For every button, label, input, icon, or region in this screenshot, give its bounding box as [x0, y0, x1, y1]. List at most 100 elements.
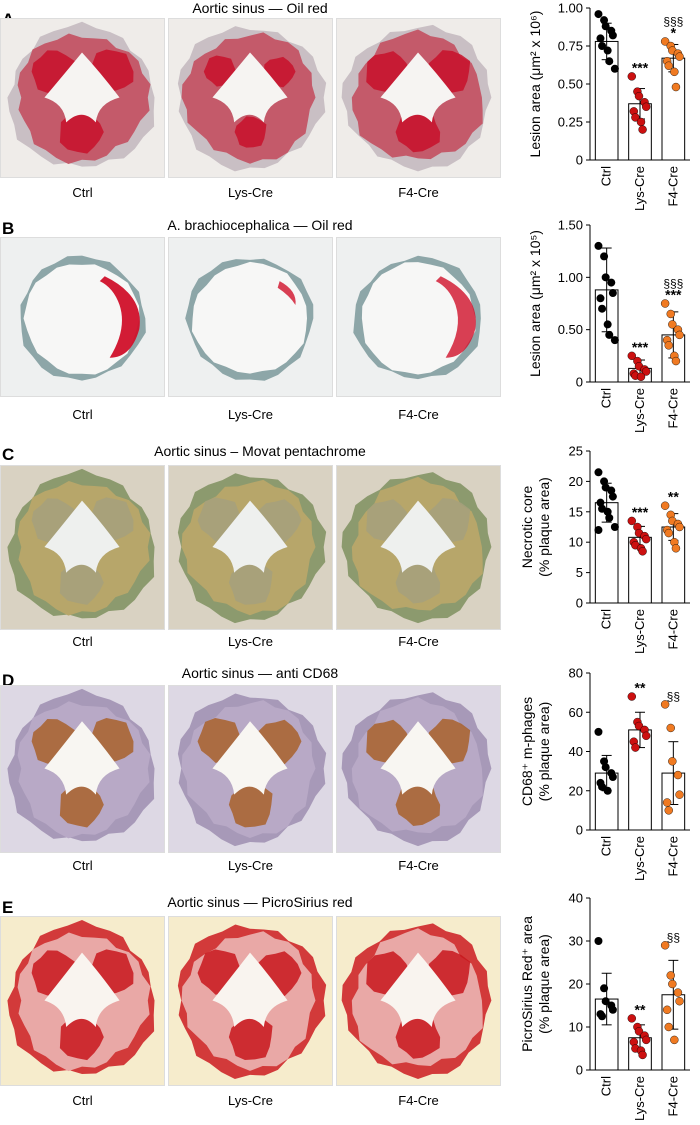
x-tick-label: Ctrl [599, 836, 614, 856]
data-point [600, 477, 609, 486]
data-point [671, 544, 681, 553]
data-point [664, 341, 673, 350]
data-point [605, 330, 614, 339]
data-point [631, 113, 640, 122]
data-point [670, 67, 679, 77]
y-tick-label: 20 [569, 977, 583, 992]
data-point [638, 125, 647, 134]
data-point [627, 516, 637, 526]
x-tick-label: F4-Cre [665, 609, 680, 649]
x-tick-label: F4-Cre [665, 836, 680, 876]
histology-image-lys-cre [168, 237, 333, 397]
histology-image-ctrl [0, 465, 165, 630]
data-point [638, 547, 647, 556]
panel-b: B A. brachiocephalica — Oil red Ctrl Lys… [0, 217, 700, 437]
data-point [598, 42, 607, 50]
significance-mark-vs-lys: §§ [667, 930, 680, 944]
group-label-f4-cre: F4-Cre [398, 634, 439, 649]
data-point [673, 988, 683, 997]
y-tick-label: 0.25 [558, 115, 583, 130]
data-point [627, 692, 637, 701]
x-tick-label: F4-Cre [665, 166, 680, 206]
data-point [660, 941, 670, 950]
x-tick-label: Lys-Cre [632, 609, 647, 654]
y-tick-label: 15 [569, 504, 583, 519]
data-point [641, 534, 651, 544]
data-point [608, 492, 617, 501]
y-tick-label: 0.50 [558, 322, 583, 337]
histology-image-ctrl [0, 18, 165, 178]
group-label-lys-cre: Lys-Cre [227, 1093, 274, 1108]
data-point [664, 528, 673, 538]
y-tick-label: 0 [576, 1063, 583, 1078]
y-axis-label: PicroSirius Red⁺ area(% plaque area) [519, 916, 552, 1052]
data-point [670, 1035, 679, 1045]
panel-title: A. brachiocephalica — Oil red [167, 217, 353, 233]
x-tick-label: F4-Cre [665, 388, 680, 428]
panel-letter: B [2, 219, 15, 238]
histology-image-f4-cre [336, 685, 501, 853]
panel-d: D Aortic sinus — anti CD68 Ctrl Lys-Cre … [0, 665, 700, 885]
data-point [605, 513, 614, 522]
bar-chart-c: 0 5 10 15 20 25 Necrotic core(% plaque area) Ct… [510, 443, 700, 658]
histology-image-f4-cre [336, 465, 501, 630]
significance-mark: *** [632, 339, 649, 355]
chart-svg: 0 0.25 0.50 0.75 1.00 Lesion area (μm² x 10⁶)… [527, 1, 690, 211]
y-tick-label: 1.00 [558, 270, 583, 285]
histology-image-f4-cre [336, 237, 501, 397]
data-point [594, 241, 603, 250]
y-tick-label: 20 [569, 783, 583, 798]
data-point [666, 723, 675, 733]
data-point [601, 763, 610, 772]
data-point [601, 997, 610, 1006]
significance-mark: * [671, 24, 677, 40]
group-label-ctrl: Ctrl [72, 634, 93, 649]
data-point [671, 82, 681, 92]
data-point [668, 757, 677, 766]
y-axis-label: Lesion area (μm² x 10⁶) [527, 11, 543, 158]
x-tick-label: Lys-Cre [632, 166, 647, 211]
chart-svg: 0 20 40 60 80 CD68⁺ m-phages(% plaque area) Ct… [519, 666, 690, 881]
chart-svg: 0 10 20 30 40 PicroSirius Red⁺ area(% plaque … [519, 891, 690, 1121]
y-tick-label: 60 [569, 705, 583, 720]
data-point [641, 1035, 651, 1045]
data-point [610, 64, 619, 73]
data-point [627, 351, 637, 361]
data-point [608, 773, 617, 782]
panel-c: C Aortic sinus – Movat pentachrome Ctrl … [0, 443, 700, 658]
y-tick-label: 0 [576, 596, 583, 611]
data-point [675, 522, 684, 532]
y-tick-label: 0 [576, 375, 583, 390]
data-point [598, 782, 607, 791]
panel-a: A Aortic sinus — Oil red Ctrl Lys-Cre F4… [0, 0, 700, 215]
data-point [594, 468, 603, 477]
data-point [668, 979, 677, 989]
data-point [675, 52, 684, 61]
y-tick-label: 0 [576, 823, 583, 838]
panel-e: E Aortic sinus — PicroSirius red Ctrl Ly… [0, 890, 700, 1125]
panel-title: Aortic sinus — Oil red [192, 0, 328, 16]
y-tick-label: 20 [569, 474, 583, 489]
significance-mark: *** [632, 59, 649, 75]
data-point [636, 117, 646, 127]
data-point [607, 486, 616, 495]
group-label-lys-cre: Lys-Cre [227, 634, 274, 649]
x-tick-label: Ctrl [599, 388, 614, 408]
data-point [675, 996, 684, 1006]
bar-chart-b: 0 0.50 1.00 1.50 Lesion area (μm² x 10⁵) Ctrl… [510, 217, 700, 437]
data-point [636, 372, 646, 381]
data-point [666, 971, 675, 980]
y-tick-label: 25 [569, 444, 583, 459]
group-label-f4-cre: F4-Cre [398, 407, 439, 422]
data-point [660, 501, 670, 510]
histology-image-f4-cre [336, 916, 501, 1086]
x-tick-label: Ctrl [599, 1076, 614, 1096]
y-tick-label: 40 [569, 744, 583, 759]
data-point [668, 320, 677, 329]
significance-mark-vs-lys: §§§ [663, 277, 683, 291]
data-point [627, 72, 637, 81]
group-label-lys-cre: Lys-Cre [227, 407, 274, 422]
x-tick-label: Ctrl [599, 166, 614, 186]
histology-image-ctrl [0, 685, 165, 853]
data-point [627, 1014, 637, 1023]
